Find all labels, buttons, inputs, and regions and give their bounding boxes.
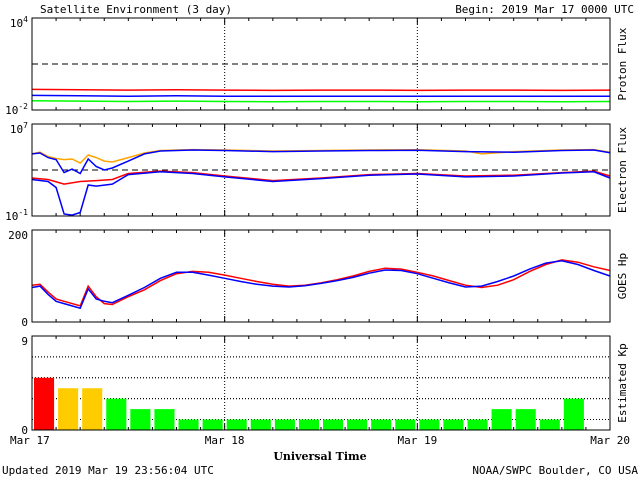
kp-bar bbox=[202, 419, 223, 430]
kp-bar bbox=[130, 409, 151, 430]
updated-timestamp: Updated 2019 Mar 19 23:56:04 UTC bbox=[2, 464, 214, 477]
begin-time: Begin: 2019 Mar 17 0000 UTC bbox=[455, 3, 634, 16]
proton-panel: 104 10-2 Proton Flux bbox=[5, 15, 629, 117]
x-tick-label: Mar 19 bbox=[397, 434, 437, 447]
kp-bar bbox=[106, 398, 127, 430]
kp-bar bbox=[443, 419, 464, 430]
kp-bar bbox=[34, 377, 55, 430]
proton-series-red bbox=[31, 88, 611, 92]
hp-ytick-bottom: 0 bbox=[21, 316, 28, 329]
electron-series-blue bbox=[31, 149, 611, 175]
electron-ytick-bottom: 10-1 bbox=[5, 208, 28, 223]
kp-bar bbox=[58, 388, 79, 430]
kp-bar bbox=[226, 419, 247, 430]
hp-frame bbox=[31, 229, 611, 323]
kp-bar bbox=[515, 409, 536, 430]
proton-series-green bbox=[31, 100, 611, 103]
kp-bar bbox=[563, 398, 584, 430]
kp-ytick-top: 9 bbox=[21, 335, 28, 348]
kp-bar bbox=[419, 419, 440, 430]
proton-ytick-top: 104 bbox=[10, 15, 28, 30]
x-axis-title: Universal Time bbox=[273, 450, 366, 463]
x-tick-label: Mar 17 bbox=[10, 434, 50, 447]
kp-y-axis-label: Estimated Kp bbox=[616, 343, 629, 422]
kp-bar bbox=[154, 409, 175, 430]
kp-bar bbox=[395, 419, 416, 430]
electron-panel: 107 10-1 Electron Flux bbox=[5, 121, 629, 223]
chart-panels: 104 10-2 Proton Flux 107 10-1 Electron Flux 20… bbox=[5, 15, 630, 447]
x-tick-label: Mar 20 bbox=[590, 434, 630, 447]
electron-series-red bbox=[31, 170, 611, 185]
kp-bar bbox=[274, 419, 295, 430]
proton-y-axis-label: Proton Flux bbox=[616, 27, 629, 100]
electron-y-axis-label: Electron Flux bbox=[616, 127, 629, 213]
hp-ytick-top: 200 bbox=[8, 229, 28, 242]
proton-series-blue bbox=[31, 94, 611, 98]
hp-series-blue bbox=[31, 260, 611, 310]
kp-bar bbox=[491, 409, 512, 430]
hp-y-axis-label: GOES Hp bbox=[616, 253, 629, 299]
kp-bar bbox=[82, 388, 103, 430]
kp-bar bbox=[347, 419, 368, 430]
proton-ytick-bottom: 10-2 bbox=[5, 102, 28, 117]
kp-ytick-bottom: 0 bbox=[21, 424, 28, 437]
chart-title: Satellite Environment (3 day) bbox=[40, 3, 232, 16]
kp-bar bbox=[178, 419, 199, 430]
hp-series-red bbox=[31, 259, 611, 307]
kp-bar bbox=[467, 419, 488, 430]
kp-bar bbox=[539, 419, 560, 430]
kp-bar bbox=[250, 419, 271, 430]
kp-bar bbox=[323, 419, 344, 430]
credit-text: NOAA/SWPC Boulder, CO USA bbox=[472, 464, 638, 477]
electron-series-blue bbox=[31, 171, 611, 216]
kp-panel: 9 0 Estimated Kp bbox=[21, 335, 629, 437]
kp-bar bbox=[371, 419, 392, 430]
x-tick-label: Mar 18 bbox=[205, 434, 245, 447]
electron-ytick-top: 107 bbox=[10, 121, 28, 136]
hp-panel: 200 0 GOES Hp bbox=[8, 229, 629, 329]
kp-bar bbox=[298, 419, 319, 430]
